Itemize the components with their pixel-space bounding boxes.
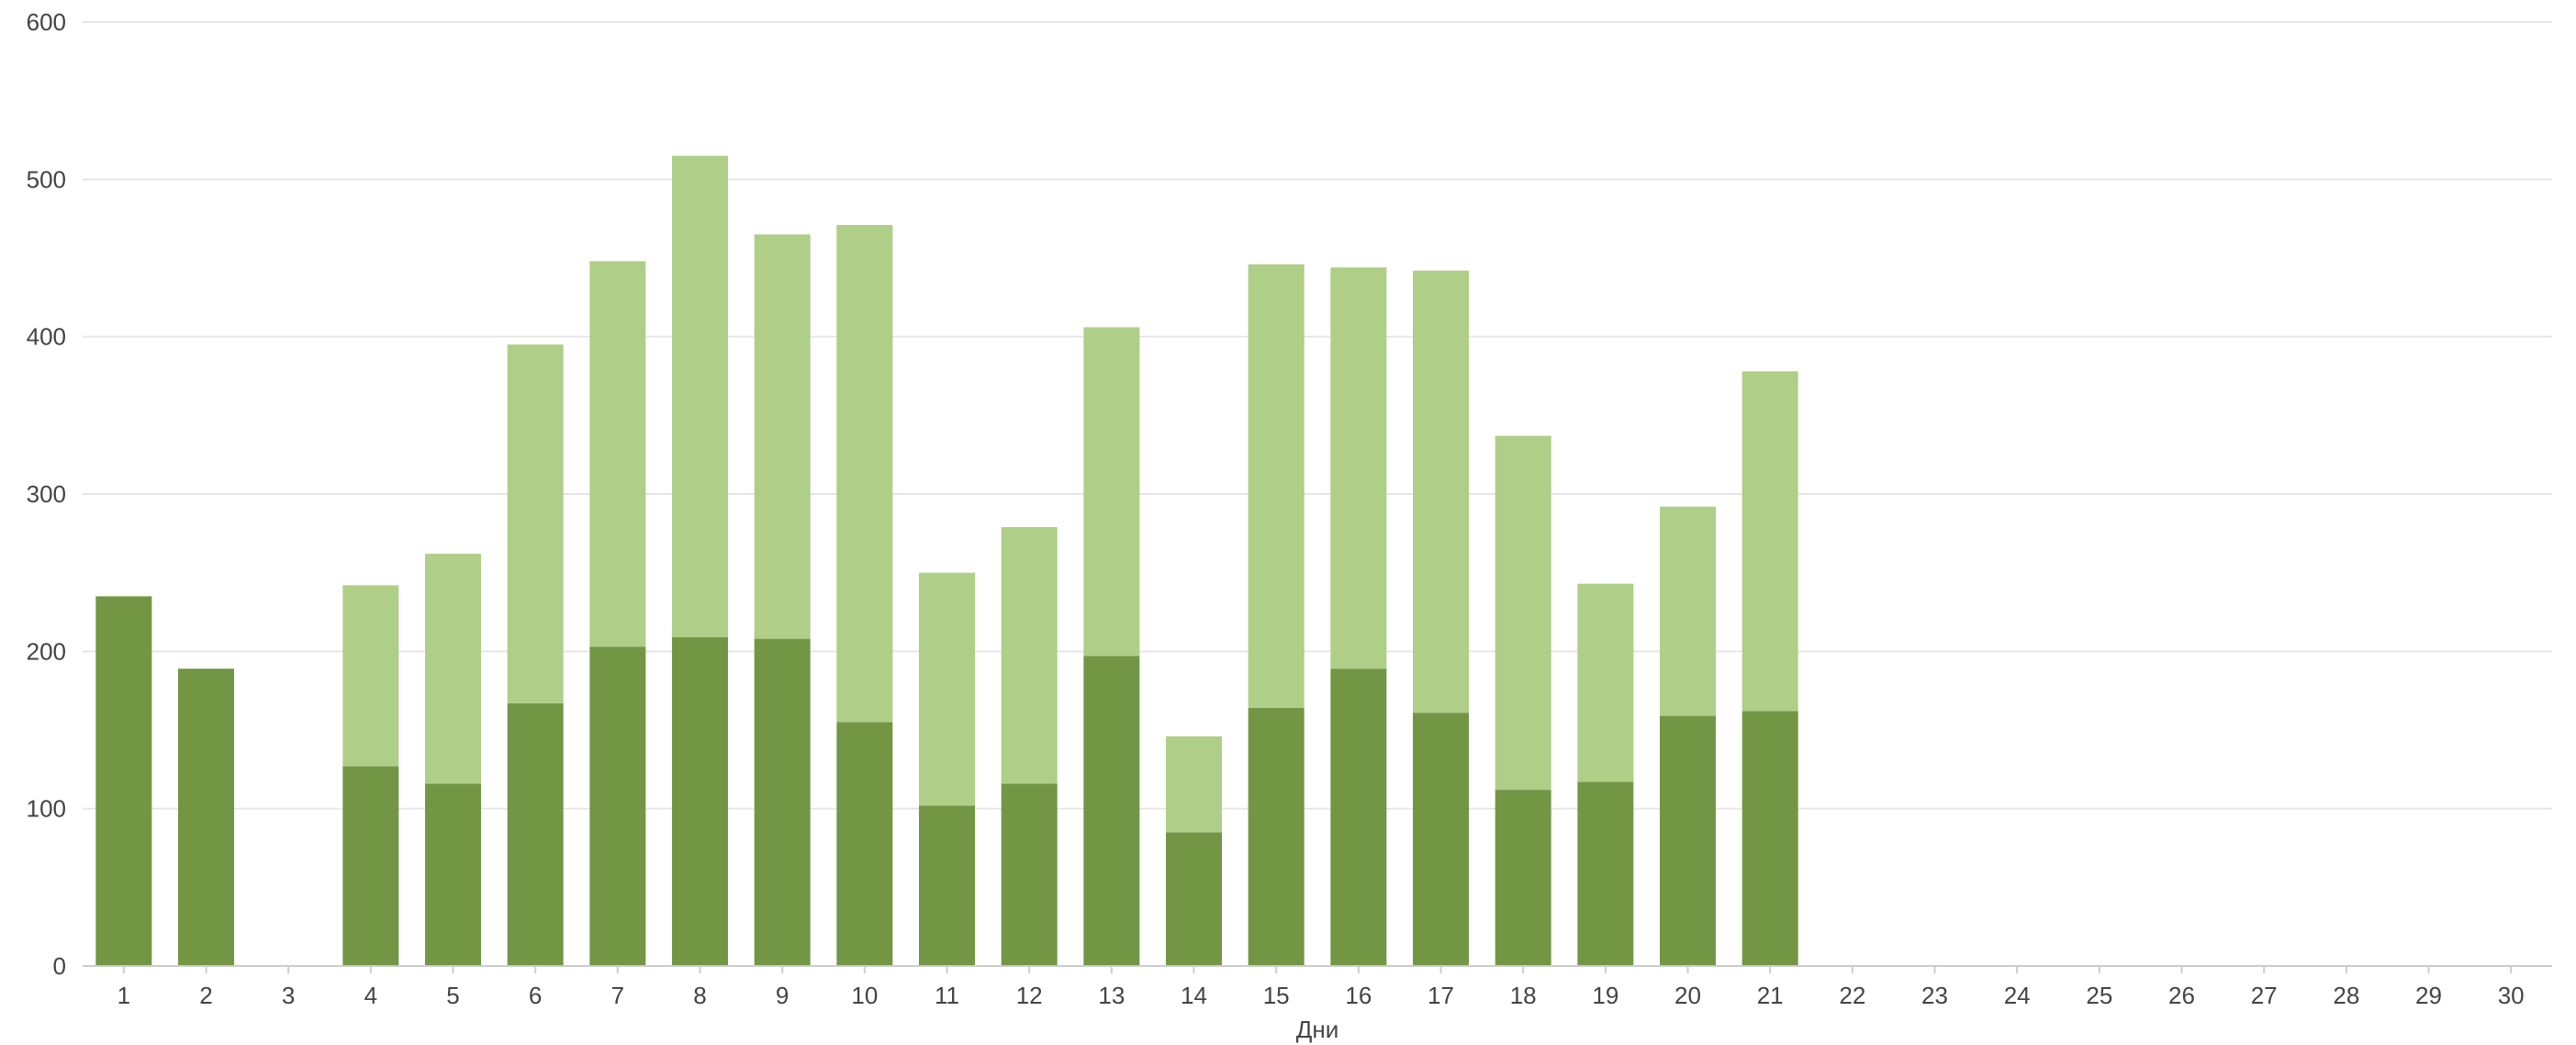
y-tick-label: 600: [27, 8, 66, 36]
bars: [95, 155, 1798, 966]
x-tick-label: 26: [2168, 982, 2195, 1009]
bar-segment-dark: [919, 805, 975, 966]
x-tick-label: 2: [199, 982, 212, 1009]
bar-segment-dark: [1742, 711, 1798, 966]
bar-segment-dark: [754, 638, 811, 966]
bar-segment-light: [1166, 736, 1222, 833]
bar-segment-light: [1577, 583, 1634, 782]
x-tick-label: 18: [1510, 982, 1537, 1009]
bar-segment-dark: [342, 766, 399, 966]
bar-segment-dark: [672, 636, 728, 966]
x-tick-label: 19: [1592, 982, 1618, 1009]
bar-segment-dark: [507, 702, 564, 966]
x-tick-label: 13: [1098, 982, 1125, 1009]
bar-segment-light: [1001, 526, 1058, 784]
bar-segment-dark: [1330, 669, 1387, 966]
bar-segment-dark: [1166, 832, 1222, 966]
x-tick-label: 22: [1839, 982, 1865, 1009]
x-tick-label: 20: [1674, 982, 1701, 1009]
x-tick-label: 15: [1263, 982, 1290, 1009]
bar-segment-dark: [589, 646, 646, 966]
bar-segment-dark: [1495, 790, 1551, 966]
x-tick-label: 1: [118, 982, 130, 1009]
bar-segment-light: [507, 344, 564, 703]
x-tick-label: 9: [776, 982, 789, 1009]
bar-segment-light: [919, 572, 975, 806]
x-tick-label: 16: [1345, 982, 1372, 1009]
x-tick-label: 30: [2498, 982, 2525, 1009]
bar-segment-light: [1413, 270, 1469, 714]
x-tick-label: 14: [1181, 982, 1207, 1009]
x-tick-label: 5: [446, 982, 459, 1009]
bar-segment-dark: [1001, 783, 1058, 966]
bar-segment-dark: [836, 722, 893, 966]
x-tick-label: 12: [1016, 982, 1043, 1009]
bar-segment-dark: [1577, 781, 1634, 966]
x-tick-label: 25: [2086, 982, 2112, 1009]
x-tick-label: 28: [2333, 982, 2359, 1009]
bar-segment-light: [754, 234, 811, 639]
y-tick-label: 300: [27, 480, 66, 508]
x-tick-label: 3: [282, 982, 295, 1009]
y-tick-label: 500: [27, 165, 66, 193]
bar-segment-light: [1330, 267, 1387, 669]
x-tick-label: 8: [693, 982, 706, 1009]
bar-segment-light: [672, 155, 728, 637]
bar-segment-light: [1083, 327, 1140, 657]
y-tick-label: 100: [27, 795, 66, 823]
x-tick-label: 11: [935, 982, 959, 1009]
x-tick-label: 23: [1921, 982, 1948, 1009]
bar-segment-light: [836, 225, 893, 723]
bar-segment-dark: [1083, 656, 1140, 966]
bar-segment-light: [1742, 371, 1798, 712]
x-tick-label: 27: [2251, 982, 2278, 1009]
x-tick-label: 4: [364, 982, 377, 1009]
axes: [83, 965, 2552, 973]
y-tick-label: 0: [53, 952, 66, 980]
bar-segment-light: [1248, 264, 1305, 709]
x-tick-label: 29: [2415, 982, 2442, 1009]
gridlines: [83, 21, 2552, 810]
x-tick-label: 7: [611, 982, 624, 1009]
y-tick-label: 200: [27, 637, 66, 665]
bar-segment-light: [342, 585, 399, 767]
x-tick-label: 24: [2004, 982, 2031, 1009]
bar-segment-dark: [425, 783, 481, 966]
bar-segment-light: [589, 261, 646, 647]
bar-segment-dark: [178, 669, 234, 966]
bar-segment-light: [1495, 435, 1551, 791]
x-tick-label: 17: [1428, 982, 1454, 1009]
bar-segment-dark: [1660, 715, 1716, 966]
y-tick-label: 400: [27, 323, 66, 351]
bar-segment-dark: [1248, 708, 1305, 966]
x-tick-label: 6: [529, 982, 542, 1009]
x-tick-label: 21: [1757, 982, 1784, 1009]
bar-segment-light: [425, 554, 481, 784]
bar-segment-light: [1660, 506, 1716, 716]
bar-segment-dark: [95, 596, 152, 966]
x-tick-label: 10: [851, 982, 878, 1009]
x-axis-title: Дни: [1296, 1016, 1339, 1043]
bar-segment-dark: [1413, 713, 1469, 966]
